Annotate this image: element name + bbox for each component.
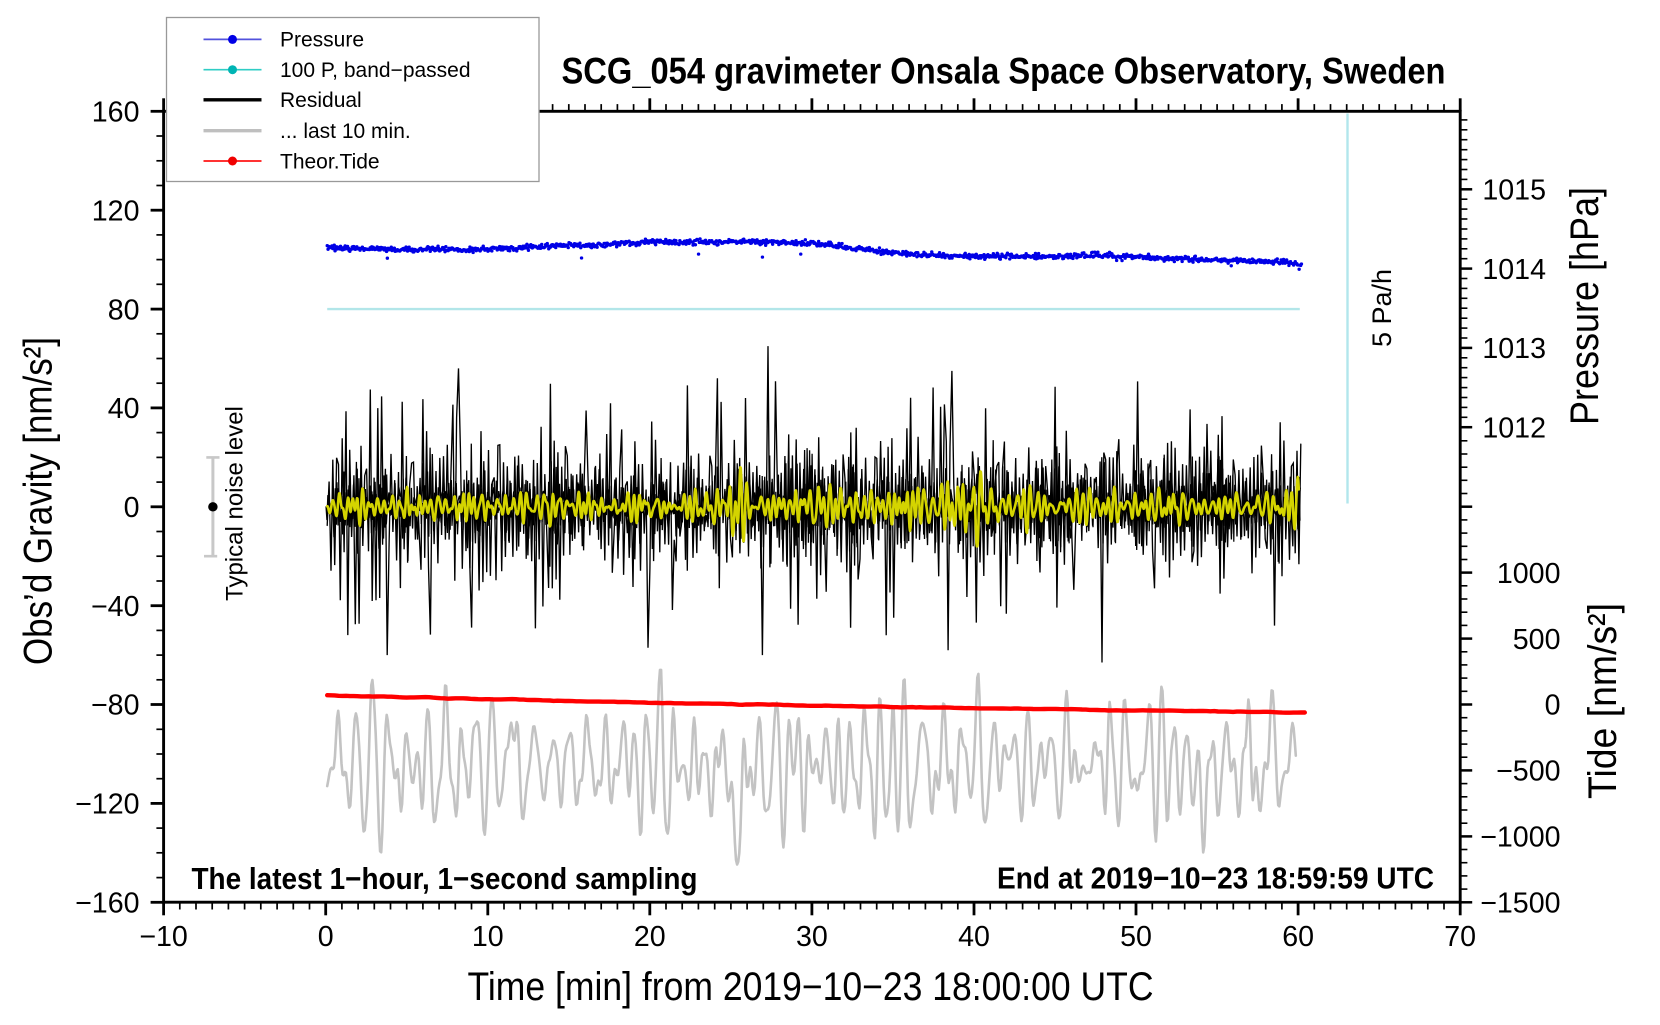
svg-text:Obs’d Gravity [nm/s²]: Obs’d Gravity [nm/s²] — [17, 337, 61, 665]
svg-text:5 Pa/h: 5 Pa/h — [1367, 269, 1397, 347]
svg-text:60: 60 — [1282, 921, 1314, 953]
svg-text:Pressure: Pressure — [280, 29, 364, 52]
svg-text:−80: −80 — [91, 690, 140, 722]
svg-text:40: 40 — [108, 393, 140, 425]
svg-text:−40: −40 — [91, 591, 140, 623]
svg-text:40: 40 — [958, 921, 990, 953]
svg-text:−1000: −1000 — [1480, 822, 1560, 854]
svg-text:0: 0 — [1545, 690, 1561, 722]
svg-text:−160: −160 — [75, 887, 139, 919]
svg-text:100 P, band−passed: 100 P, band−passed — [280, 59, 471, 82]
svg-text:500: 500 — [1513, 624, 1561, 656]
svg-text:Time [min] from 2019−10−23 18:: Time [min] from 2019−10−23 18:00:00 UTC — [468, 965, 1154, 1009]
svg-text:160: 160 — [92, 97, 140, 129]
svg-text:1013: 1013 — [1482, 333, 1546, 365]
svg-text:−120: −120 — [75, 789, 139, 821]
svg-text:1012: 1012 — [1482, 412, 1546, 444]
svg-text:−1500: −1500 — [1480, 887, 1560, 919]
svg-text:120: 120 — [92, 195, 140, 227]
svg-text:1000: 1000 — [1497, 558, 1561, 590]
svg-text:80: 80 — [108, 294, 140, 326]
svg-text:0: 0 — [124, 492, 140, 524]
svg-text:Residual: Residual — [280, 89, 362, 112]
svg-text:−10: −10 — [139, 921, 188, 953]
svg-text:10: 10 — [472, 921, 504, 953]
svg-text:0: 0 — [318, 921, 334, 953]
svg-text:1014: 1014 — [1482, 254, 1546, 286]
svg-text:1015: 1015 — [1482, 175, 1546, 207]
svg-text:70: 70 — [1444, 921, 1476, 953]
svg-text:... last 10 min.: ... last 10 min. — [280, 120, 411, 143]
svg-text:Theor.Tide: Theor.Tide — [280, 150, 380, 173]
svg-text:−500: −500 — [1496, 756, 1560, 788]
svg-text:30: 30 — [796, 921, 828, 953]
svg-text:The latest 1−hour, 1−second sa: The latest 1−hour, 1−second sampling — [192, 862, 698, 896]
svg-text:Tide [nm/s²]: Tide [nm/s²] — [1581, 603, 1625, 799]
svg-text:SCG_054 gravimeter Onsala Spac: SCG_054 gravimeter Onsala Space Observat… — [562, 50, 1446, 92]
svg-text:20: 20 — [634, 921, 666, 953]
svg-text:Pressure [hPa]: Pressure [hPa] — [1563, 187, 1607, 425]
svg-text:50: 50 — [1120, 921, 1152, 953]
svg-text:Typical noise level: Typical noise level — [222, 406, 249, 601]
svg-text:End at 2019−10−23 18:59:59 UTC: End at 2019−10−23 18:59:59 UTC — [997, 862, 1434, 896]
